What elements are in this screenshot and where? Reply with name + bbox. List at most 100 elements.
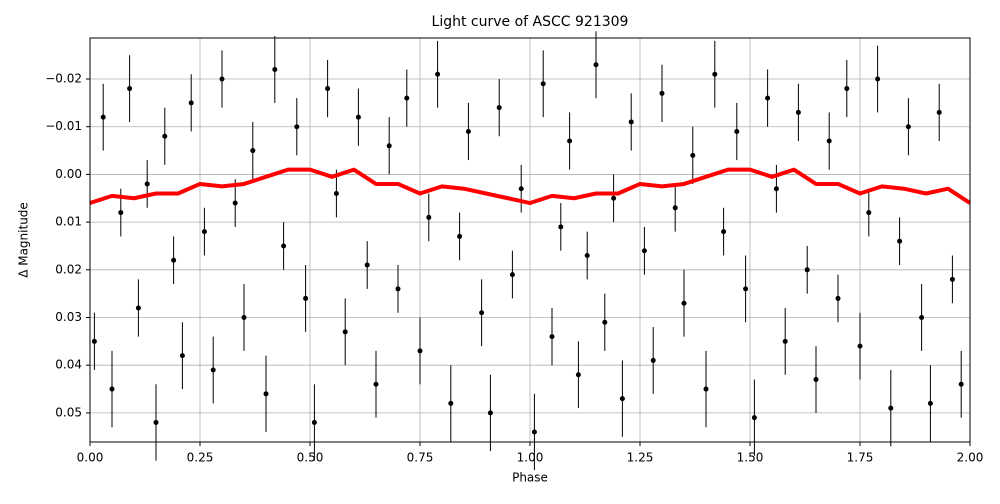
data-point [584,253,590,259]
x-tick-label: 1.50 [737,451,764,465]
data-point [241,315,247,321]
data-point [118,210,124,216]
y-tick-label: 0.02 [55,262,82,276]
y-axis-label: Δ Magnitude [17,202,31,278]
x-tick-label: 1.00 [517,451,544,465]
data-point [435,71,441,77]
data-point [650,357,656,363]
y-tick-label: 0.03 [55,310,82,324]
data-point [681,300,687,306]
data-point [743,286,749,292]
data-point [641,248,647,254]
x-tick-label: 0.25 [187,451,214,465]
data-point [127,86,133,92]
data-point [281,243,287,249]
data-point [765,95,771,101]
data-point [100,114,106,120]
data-point [250,148,256,154]
data-point [342,329,348,335]
x-tick-label: 0.50 [297,451,324,465]
data-point [496,105,502,111]
data-point [91,338,97,344]
data-point [303,295,309,301]
data-point [465,128,471,134]
data-point [958,381,964,387]
mean-curve [89,167,972,206]
x-tick-label: 1.75 [847,451,874,465]
data-point [426,214,432,220]
y-tick-label: 0.04 [55,358,82,372]
data-point [927,400,933,406]
data-point [364,262,370,268]
data-point [575,372,581,378]
data-point [311,419,317,425]
data-point [232,200,238,206]
chart-title: Light curve of ASCC 921309 [432,14,629,30]
data-point [109,386,115,392]
data-point [919,315,925,321]
data-point [751,415,757,421]
data-point [602,319,608,325]
data-point [395,286,401,292]
data-point [448,400,454,406]
data-point [144,181,150,187]
x-axis-label: Phase [512,471,548,485]
data-point [404,95,410,101]
data-point [826,138,832,144]
data-point [417,348,423,354]
data-point [813,377,819,383]
data-point [567,138,573,144]
data-point [272,66,278,72]
y-tick-label: 0.05 [55,405,82,419]
data-point [593,62,599,68]
data-point [263,391,269,397]
data-point [162,133,168,139]
data-point [628,119,634,125]
data-point [690,152,696,158]
data-point [844,86,850,92]
data-point [201,229,207,235]
data-point [179,353,185,359]
data-point [897,238,903,244]
data-point [558,224,564,230]
y-tick-label: −0.02 [45,72,82,86]
data-point [611,195,617,201]
data-point [188,100,194,106]
data-point [619,396,625,402]
data-point [804,267,810,273]
data-point [782,338,788,344]
data-point [487,410,493,416]
x-tick-label: 2.00 [957,451,984,465]
data-point [857,343,863,349]
data-point [325,86,331,92]
data-point [875,76,881,82]
data-point [734,128,740,134]
plot-area [89,31,972,471]
data-point [219,76,225,82]
data-point [540,81,546,87]
data-point [509,272,515,278]
data-point [479,310,485,316]
data-point [153,419,159,425]
data-point [518,186,524,192]
data-point [549,334,555,340]
data-point [721,229,727,235]
data-point [373,381,379,387]
x-tick-label: 0.75 [407,451,434,465]
data-point [672,205,678,211]
data-point [703,386,709,392]
data-point [866,210,872,216]
data-point [936,109,942,115]
data-point [712,71,718,77]
data-point [531,429,537,435]
data-point [949,276,955,282]
data-point [355,114,361,120]
data-point [333,190,339,196]
data-point [135,305,141,311]
data-point [659,90,665,96]
data-point [171,257,177,263]
data-point [773,186,779,192]
data-point [795,109,801,115]
y-tick-label: −0.01 [45,119,82,133]
